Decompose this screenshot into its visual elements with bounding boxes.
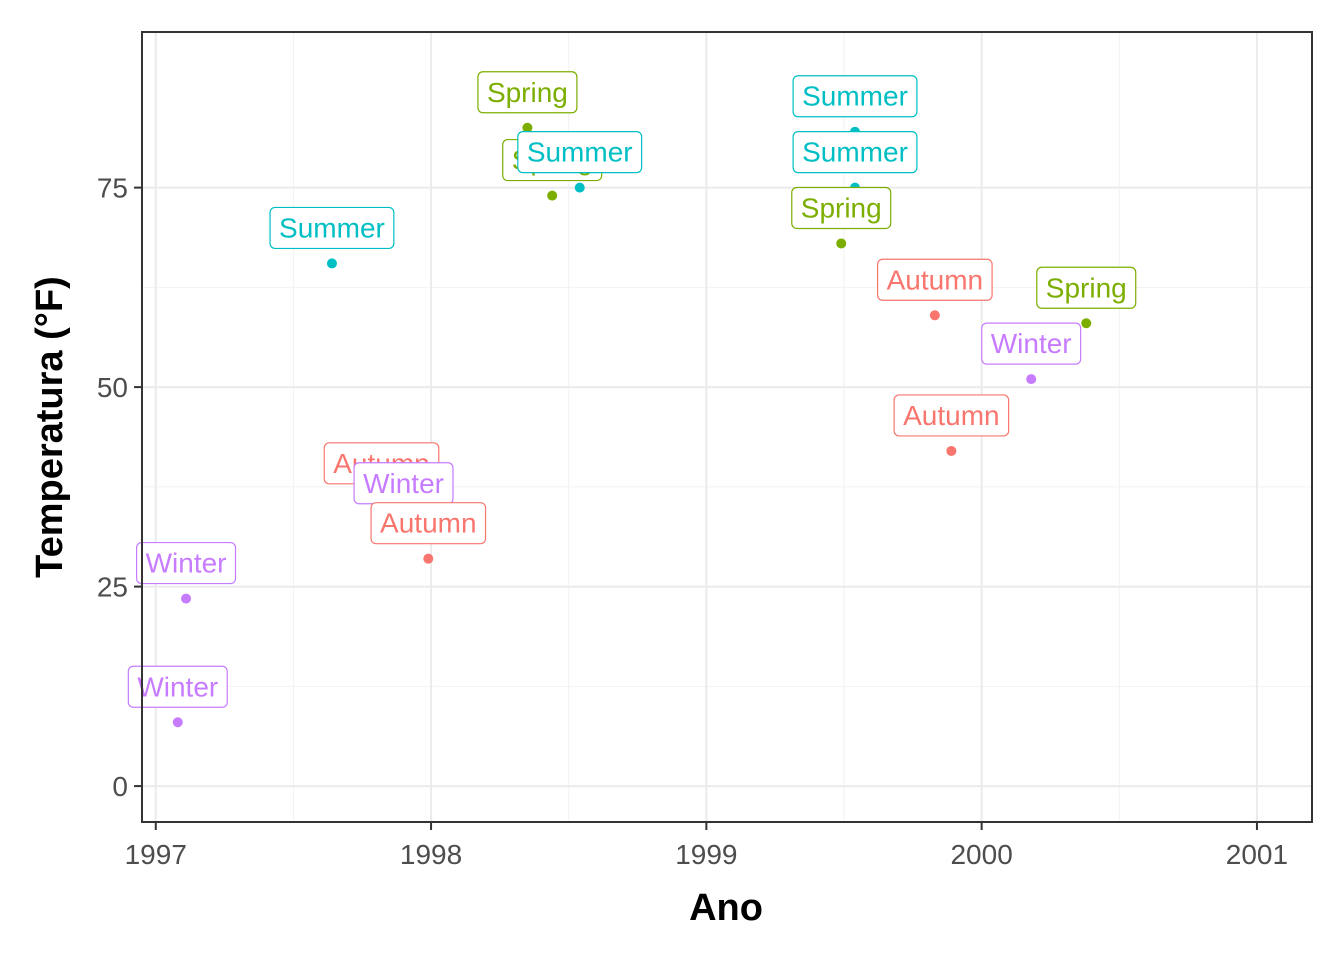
point-label: Spring xyxy=(791,186,892,230)
point-label-box xyxy=(477,71,578,114)
point-label-box xyxy=(135,541,237,585)
point-label: Spring xyxy=(1036,266,1137,309)
data-point xyxy=(181,593,192,604)
y-tick-label: 50 xyxy=(97,372,128,403)
data-point xyxy=(423,553,434,564)
point-label-box xyxy=(127,665,228,708)
data-point xyxy=(547,190,558,201)
point-label: Autumn xyxy=(370,502,487,545)
point-label: Winter xyxy=(981,322,1082,365)
point-label: Autumn xyxy=(876,258,993,301)
point-label-text: Winter xyxy=(146,548,227,579)
x-tick-label: 2001 xyxy=(1226,839,1288,870)
point-label-text: Autumn xyxy=(887,264,984,295)
point-label: Summer xyxy=(269,206,395,250)
x-tick-label: 1998 xyxy=(400,839,462,870)
point-label: Autumn xyxy=(893,394,1010,437)
labels-layer: Winter Winter Summer Autumn Winter Autumn Spri… xyxy=(127,71,1137,708)
x-axis-title: Ano xyxy=(689,887,763,929)
point-label-box xyxy=(792,131,918,174)
x-tick-label: 2000 xyxy=(950,839,1012,870)
data-point xyxy=(172,717,183,728)
y-tick-label: 0 xyxy=(112,771,128,802)
point-label-text: Winter xyxy=(137,671,218,702)
point-label-box xyxy=(269,206,395,250)
point-label-text: Spring xyxy=(1046,272,1127,303)
point-label: Summer xyxy=(792,75,918,118)
point-label-box xyxy=(981,322,1082,365)
point-label-text: Spring xyxy=(487,77,568,108)
data-point xyxy=(522,122,533,133)
data-point xyxy=(929,310,940,321)
point-label-text: Summer xyxy=(802,137,908,168)
point-label: Winter xyxy=(127,665,228,708)
data-point xyxy=(326,258,337,269)
point-label-box xyxy=(792,75,918,118)
point-label-box xyxy=(370,502,487,545)
axis-layer: 1997 1998 1999 2000 2001 0 25 50 75 xyxy=(97,173,1288,870)
point-label-text: Autumn xyxy=(380,508,477,539)
point-label: Summer xyxy=(792,131,918,174)
point-label-text: Autumn xyxy=(903,400,1000,431)
point-label-text: Summer xyxy=(279,212,385,243)
data-point xyxy=(574,182,585,193)
point-label-text: Summer xyxy=(802,81,908,112)
data-point xyxy=(1081,318,1092,329)
point-label: Summer xyxy=(517,131,643,174)
y-tick-label: 25 xyxy=(97,572,128,603)
point-label-text: Winter xyxy=(991,328,1072,359)
point-label: Winter xyxy=(135,541,237,585)
panel-border xyxy=(141,31,1313,823)
point-label-text: Winter xyxy=(363,468,444,499)
x-tick-label: 1999 xyxy=(675,839,737,870)
grid-layer xyxy=(142,32,1312,822)
point-label-box xyxy=(1036,266,1137,309)
x-tick-label: 1997 xyxy=(125,839,187,870)
point-label-box xyxy=(517,131,643,174)
point-label: Spring xyxy=(477,71,578,114)
point-label: Winter xyxy=(353,462,454,505)
data-point xyxy=(1026,374,1037,385)
y-axis-title: Temperatura (°F) xyxy=(29,276,71,578)
point-label-box xyxy=(893,394,1010,437)
point-label-text: Spring xyxy=(801,192,882,223)
data-point xyxy=(836,238,847,249)
y-tick-label: 75 xyxy=(97,173,128,204)
point-label-box xyxy=(791,186,892,230)
data-point xyxy=(946,445,957,456)
point-label-box xyxy=(876,258,993,301)
panel-background xyxy=(142,32,1312,822)
point-label-text: Summer xyxy=(527,137,633,168)
